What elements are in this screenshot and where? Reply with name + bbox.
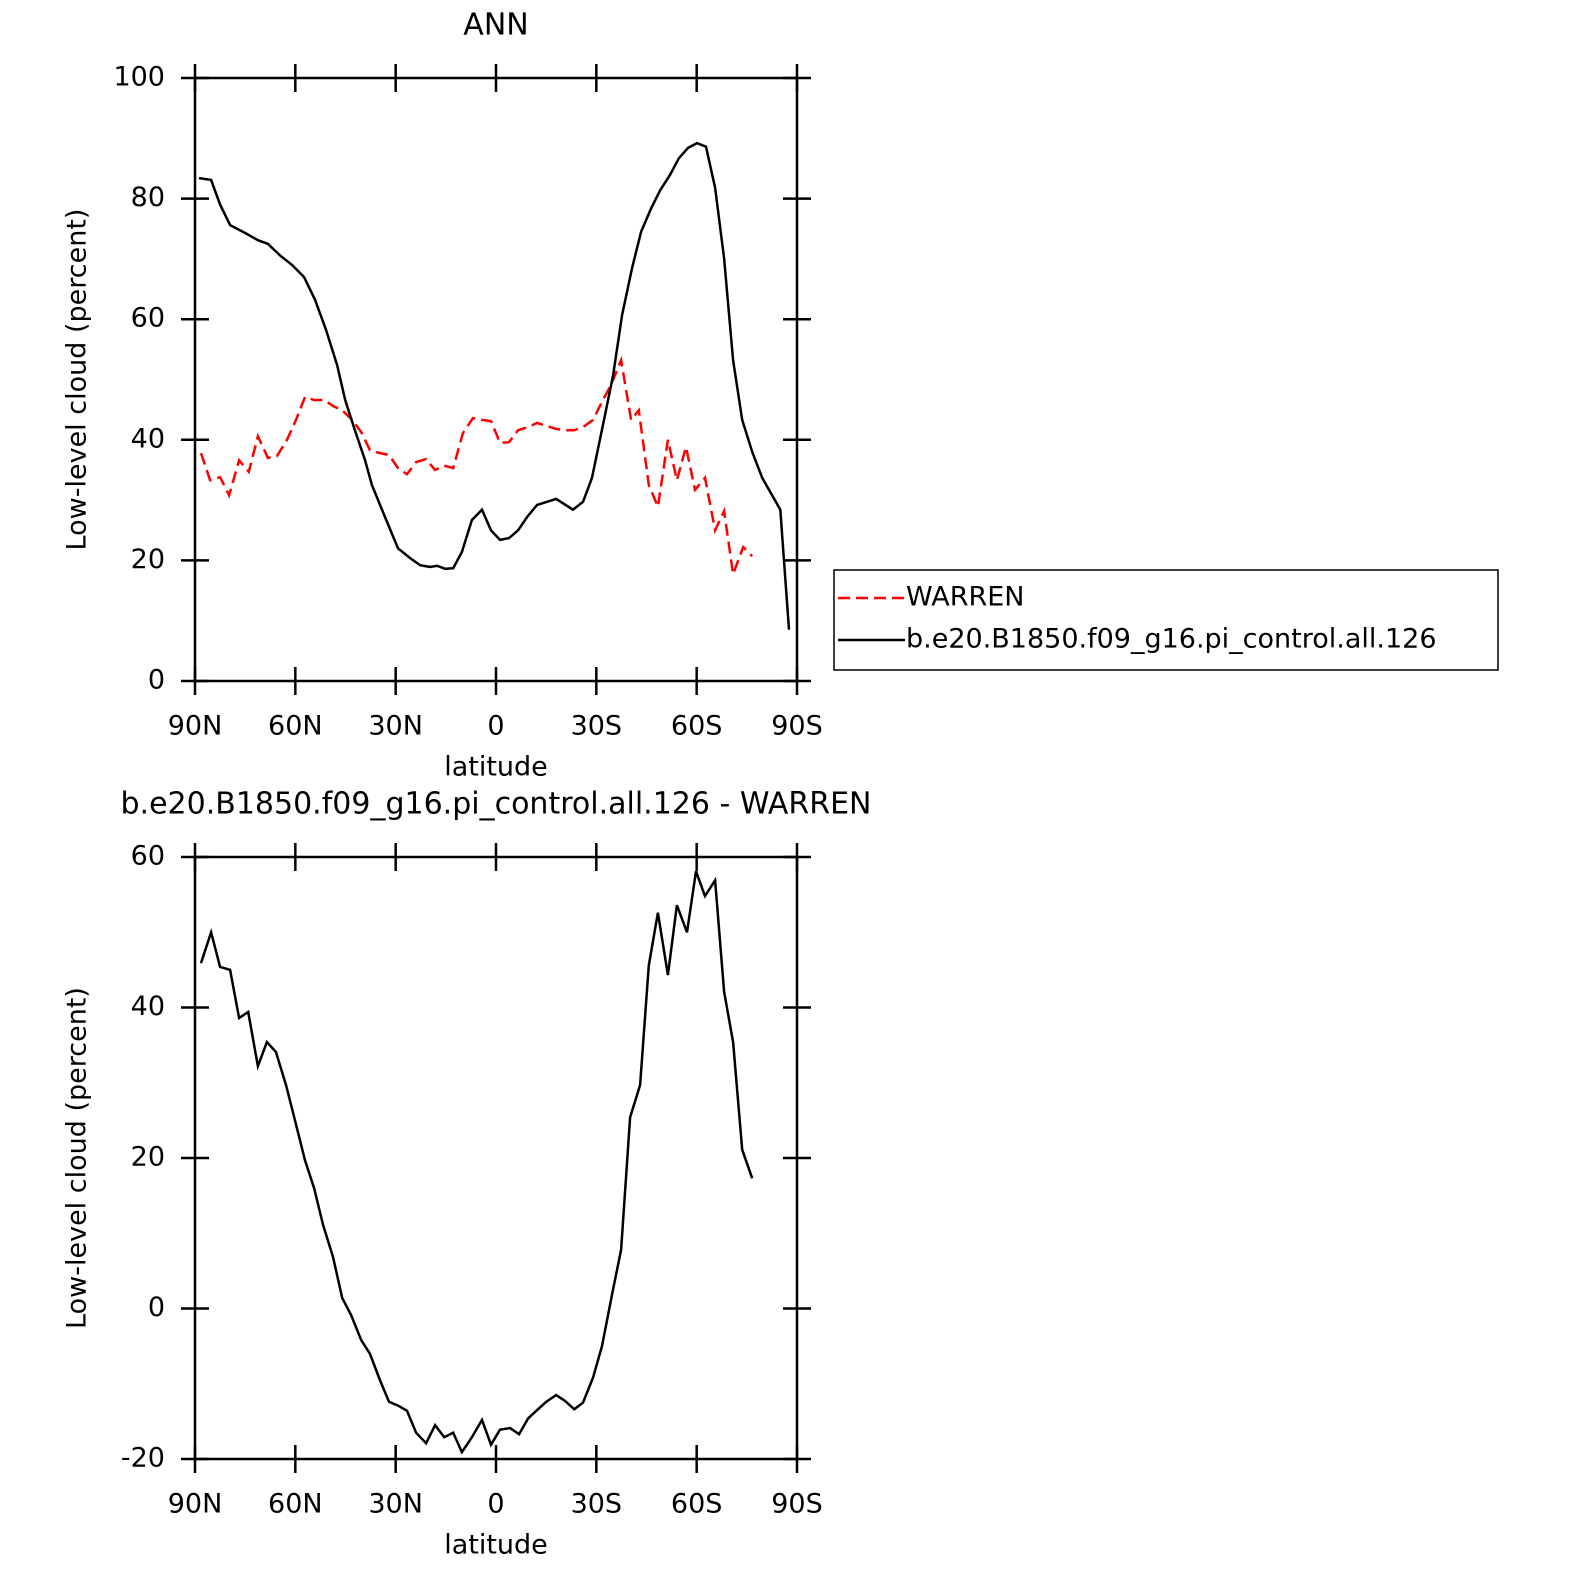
x-tick-label: 0 (487, 711, 504, 742)
series-line (199, 870, 754, 1455)
legend-label: b.e20.B1850.f09_g16.pi_control.all.126 (906, 624, 1437, 655)
x-tick-label: 0 (487, 1489, 504, 1520)
x-tick-label: 30S (571, 711, 623, 742)
x-tick-label: 90S (771, 1489, 823, 1520)
y-axis-label: Low-level cloud (percent) (62, 209, 93, 551)
x-tick-label: 60S (671, 1489, 723, 1520)
x-tick-label: 30N (368, 711, 423, 742)
x-tick-label: 90N (168, 1489, 223, 1520)
y-tick-label: 80 (131, 182, 165, 213)
y-tick-label: -20 (121, 1443, 165, 1474)
plot-frame (193, 855, 799, 1461)
series-line (199, 355, 754, 575)
y-tick-label: 60 (131, 303, 165, 334)
legend-label: WARREN (906, 582, 1024, 613)
x-tick-label: 60S (671, 711, 723, 742)
x-tick-label: 30S (571, 1489, 623, 1520)
y-tick-label: 40 (131, 991, 165, 1022)
y-tick-label: 60 (131, 841, 165, 872)
chart-title: b.e20.B1850.f09_g16.pi_control.all.126 -… (121, 787, 872, 822)
y-axis-label: Low-level cloud (percent) (62, 987, 93, 1329)
y-tick-label: 100 (113, 62, 165, 93)
x-tick-label: 90S (771, 711, 823, 742)
x-tick-label: 60N (268, 711, 323, 742)
y-tick-label: 20 (131, 1142, 165, 1173)
series-line (198, 141, 791, 630)
chart-title: ANN (463, 8, 528, 43)
x-tick-label: 90N (168, 711, 223, 742)
x-tick-label: 30N (368, 1489, 423, 1520)
x-axis-label: latitude (444, 752, 548, 783)
x-axis-label: latitude (444, 1530, 548, 1561)
y-tick-label: 0 (148, 1292, 165, 1323)
y-tick-label: 20 (131, 544, 165, 575)
legend-box (833, 569, 1499, 671)
x-tick-label: 60N (268, 1489, 323, 1520)
plot-frame (193, 76, 799, 683)
y-tick-label: 40 (131, 423, 165, 454)
y-tick-label: 0 (148, 665, 165, 696)
